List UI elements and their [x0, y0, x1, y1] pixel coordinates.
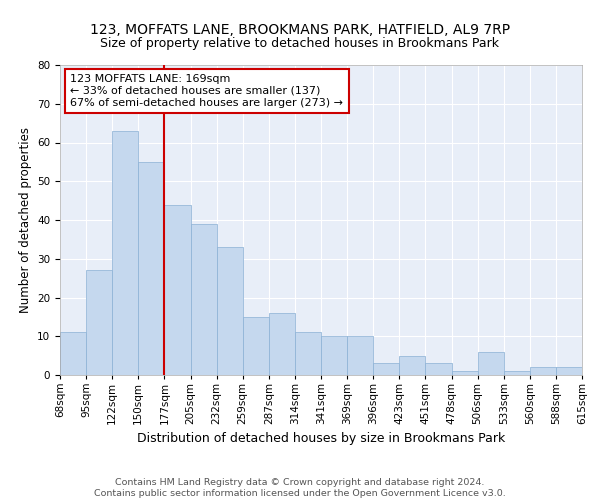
Text: Size of property relative to detached houses in Brookmans Park: Size of property relative to detached ho…	[101, 38, 499, 51]
X-axis label: Distribution of detached houses by size in Brookmans Park: Distribution of detached houses by size …	[137, 432, 505, 446]
Bar	[164, 204, 191, 375]
Bar	[478, 352, 504, 375]
Bar	[295, 332, 321, 375]
Y-axis label: Number of detached properties: Number of detached properties	[19, 127, 32, 313]
Bar	[60, 332, 86, 375]
Bar	[321, 336, 347, 375]
Bar	[139, 162, 164, 375]
Bar	[243, 317, 269, 375]
Bar	[347, 336, 373, 375]
Bar	[86, 270, 112, 375]
Text: 123 MOFFATS LANE: 169sqm
← 33% of detached houses are smaller (137)
67% of semi-: 123 MOFFATS LANE: 169sqm ← 33% of detach…	[70, 74, 343, 108]
Bar	[217, 247, 243, 375]
Bar	[112, 131, 139, 375]
Bar	[373, 364, 400, 375]
Bar	[452, 371, 478, 375]
Bar	[504, 371, 530, 375]
Bar	[191, 224, 217, 375]
Text: Contains HM Land Registry data © Crown copyright and database right 2024.
Contai: Contains HM Land Registry data © Crown c…	[94, 478, 506, 498]
Bar	[530, 367, 556, 375]
Text: 123, MOFFATS LANE, BROOKMANS PARK, HATFIELD, AL9 7RP: 123, MOFFATS LANE, BROOKMANS PARK, HATFI…	[90, 22, 510, 36]
Bar	[556, 367, 582, 375]
Bar	[400, 356, 425, 375]
Bar	[269, 313, 295, 375]
Bar	[425, 364, 452, 375]
